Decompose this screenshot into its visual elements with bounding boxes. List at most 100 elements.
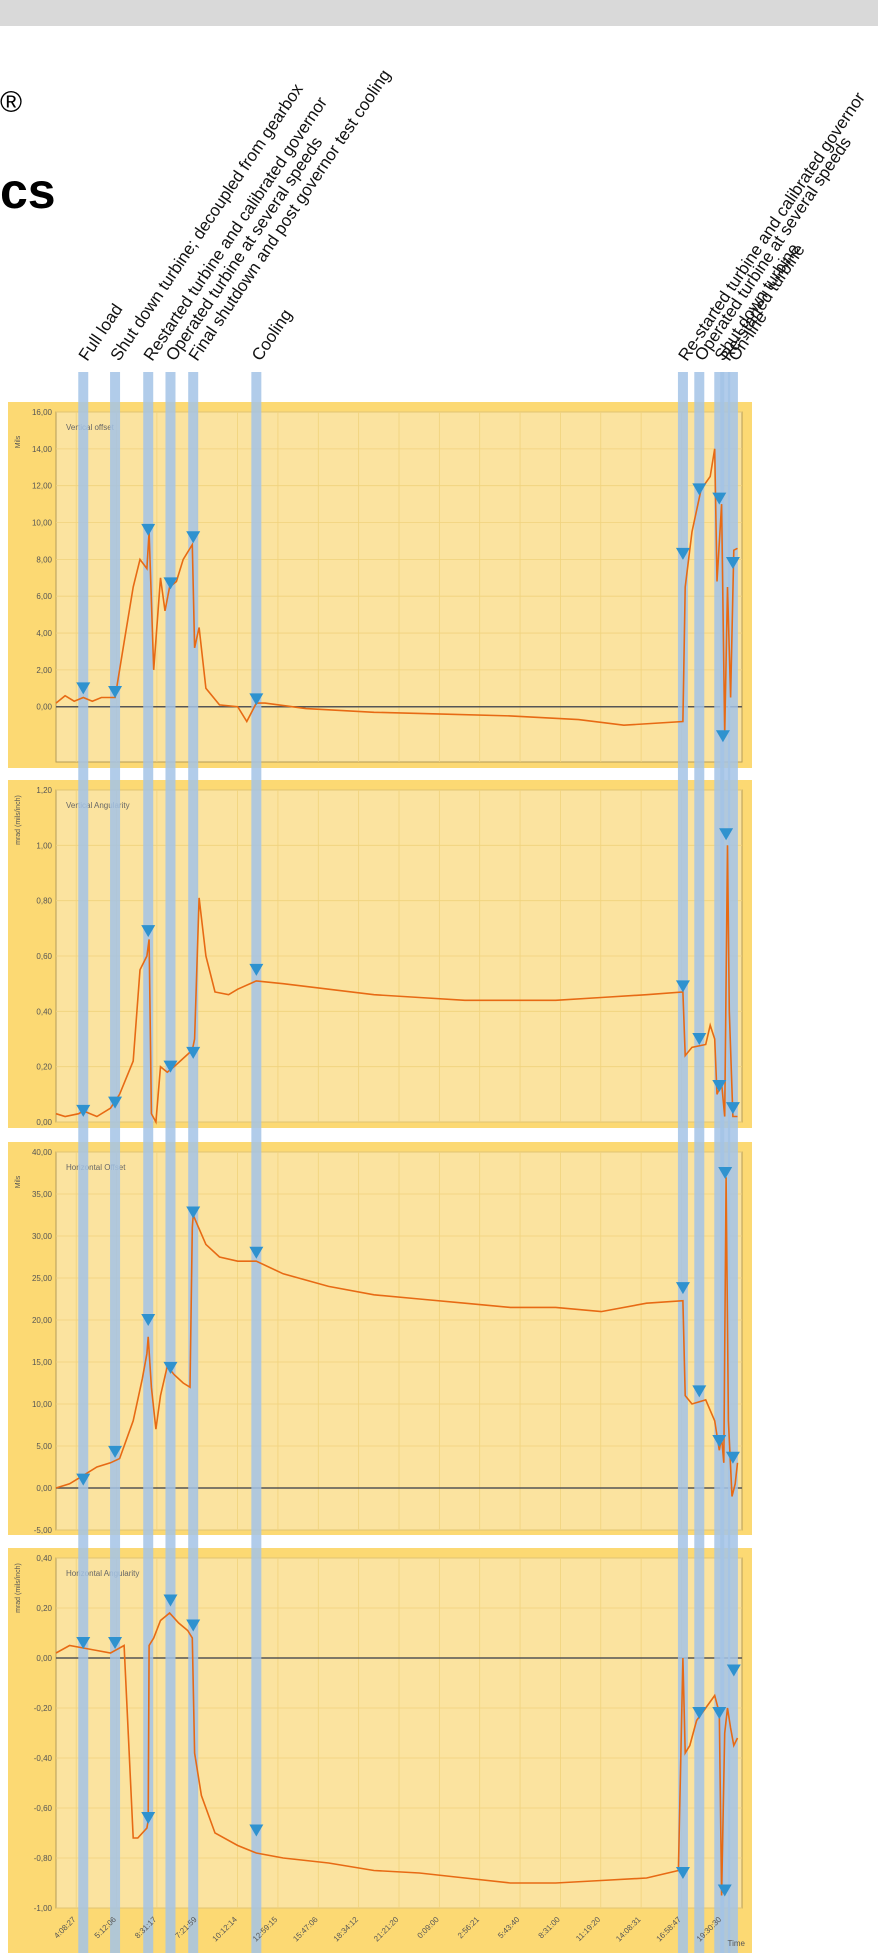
event-marker: [719, 828, 734, 841]
event-marker: [675, 547, 690, 560]
event-marker: [725, 1102, 740, 1115]
event-marker: [141, 925, 156, 938]
event-marker: [725, 557, 740, 570]
y-tick-label: 0,80: [36, 897, 52, 906]
event-band: [720, 372, 731, 1953]
event-marker: [76, 1104, 91, 1117]
y-unit-label: Mils: [15, 435, 22, 448]
y-tick-label: 10,00: [32, 1400, 53, 1409]
event-band: [251, 372, 262, 1953]
event-marker: [141, 523, 156, 536]
event-marker: [692, 1033, 707, 1045]
event-marker: [108, 1096, 123, 1109]
event-marker: [186, 1206, 201, 1219]
event-marker: [249, 1824, 264, 1837]
y-tick-label: 0,60: [36, 952, 52, 961]
event-label: Cooling: [248, 306, 296, 364]
event-label: Re-started turbine and calibrated govern…: [675, 89, 870, 365]
event-marker: [76, 1473, 91, 1486]
event-marker: [675, 980, 690, 993]
event-marker: [692, 483, 707, 496]
y-tick-label: -5,00: [34, 1526, 53, 1535]
event-band: [78, 372, 89, 1953]
event-marker: [108, 1637, 123, 1649]
y-tick-label: 4,00: [36, 629, 52, 638]
y-tick-label: 1,00: [36, 841, 52, 850]
event-marker: [108, 1445, 123, 1458]
y-tick-label: 20,00: [32, 1316, 53, 1325]
y-tick-label: 14,00: [32, 445, 53, 454]
y-tick-label: 0,40: [36, 1554, 52, 1563]
event-marker: [717, 1884, 732, 1897]
event-label: Restarted turbine and calibrated governo…: [140, 93, 331, 364]
event-marker: [108, 686, 123, 698]
y-tick-label: 12,00: [32, 482, 53, 491]
y-tick-label: -0,40: [34, 1754, 53, 1763]
y-tick-label: 35,00: [32, 1190, 53, 1199]
y-tick-label: 16,00: [32, 408, 53, 417]
y-unit-label: Mils: [15, 1175, 22, 1188]
event-band: [165, 372, 176, 1953]
series-line: [55, 845, 738, 1125]
event-marker: [692, 1385, 707, 1398]
event-marker: [712, 1434, 727, 1447]
event-band: [677, 372, 688, 1953]
y-tick-label: -0,60: [34, 1804, 53, 1813]
event-marker: [163, 1594, 178, 1607]
y-tick-label: 0,00: [36, 703, 52, 712]
event-marker: [186, 1046, 201, 1059]
y-tick-label: 0,00: [36, 1118, 52, 1127]
event-marker: [249, 1246, 264, 1259]
event-marker: [715, 730, 730, 743]
series-line: [55, 448, 738, 735]
event-marker: [675, 1282, 690, 1295]
event-band: [188, 372, 199, 1953]
event-marker: [76, 682, 91, 695]
y-unit-label: mrad (mils/inch): [15, 1563, 22, 1613]
y-tick-label: 8,00: [36, 555, 52, 564]
y-tick-label: -1,00: [34, 1904, 53, 1913]
y-tick-label: 6,00: [36, 592, 52, 601]
event-marker: [725, 1451, 740, 1464]
panel-title: Vertical Angularity: [66, 801, 130, 810]
event-marker: [186, 531, 201, 544]
y-tick-label: 0,20: [36, 1063, 52, 1072]
y-tick-label: 0,00: [36, 1654, 52, 1663]
panel-title: Horizontal Angularity: [66, 1569, 139, 1578]
title-fragment: cs: [0, 163, 56, 219]
series-line: [55, 1611, 739, 1896]
y-tick-label: 10,00: [32, 519, 53, 528]
event-band: [110, 372, 121, 1953]
event-marker: [249, 963, 264, 976]
panel-title: Horizontal Offset: [66, 1163, 126, 1172]
y-tick-label: 0,00: [36, 1484, 52, 1493]
event-marker: [692, 1707, 707, 1719]
event-marker: [141, 1812, 156, 1824]
event-marker: [718, 1167, 733, 1179]
event-marker: [726, 1664, 741, 1677]
y-tick-label: 30,00: [32, 1232, 53, 1241]
event-band: [694, 372, 705, 1953]
y-tick-label: 15,00: [32, 1358, 53, 1367]
event-marker: [675, 1867, 690, 1879]
event-marker: [76, 1637, 91, 1649]
event-marker: [712, 492, 727, 505]
top-bar: [0, 0, 878, 26]
event-band: [727, 372, 738, 1953]
event-marker: [163, 1060, 178, 1073]
x-axis-title: Time: [728, 1939, 746, 1948]
y-tick-label: 0,20: [36, 1604, 52, 1613]
y-unit-label: mrad (mils/inch): [15, 795, 22, 845]
y-tick-label: -0,80: [34, 1854, 53, 1863]
y-tick-label: 2,00: [36, 666, 52, 675]
y-tick-label: 5,00: [36, 1442, 52, 1451]
event-label: Operated turbine at several speeds: [691, 133, 855, 364]
event-marker: [141, 1314, 156, 1326]
registered-mark-fragment: ®: [0, 86, 23, 119]
event-band: [143, 372, 154, 1953]
event-marker: [249, 693, 264, 706]
event-band: [714, 372, 725, 1953]
y-tick-label: 0,40: [36, 1007, 52, 1016]
panel-title: Vertical offset: [66, 423, 115, 432]
